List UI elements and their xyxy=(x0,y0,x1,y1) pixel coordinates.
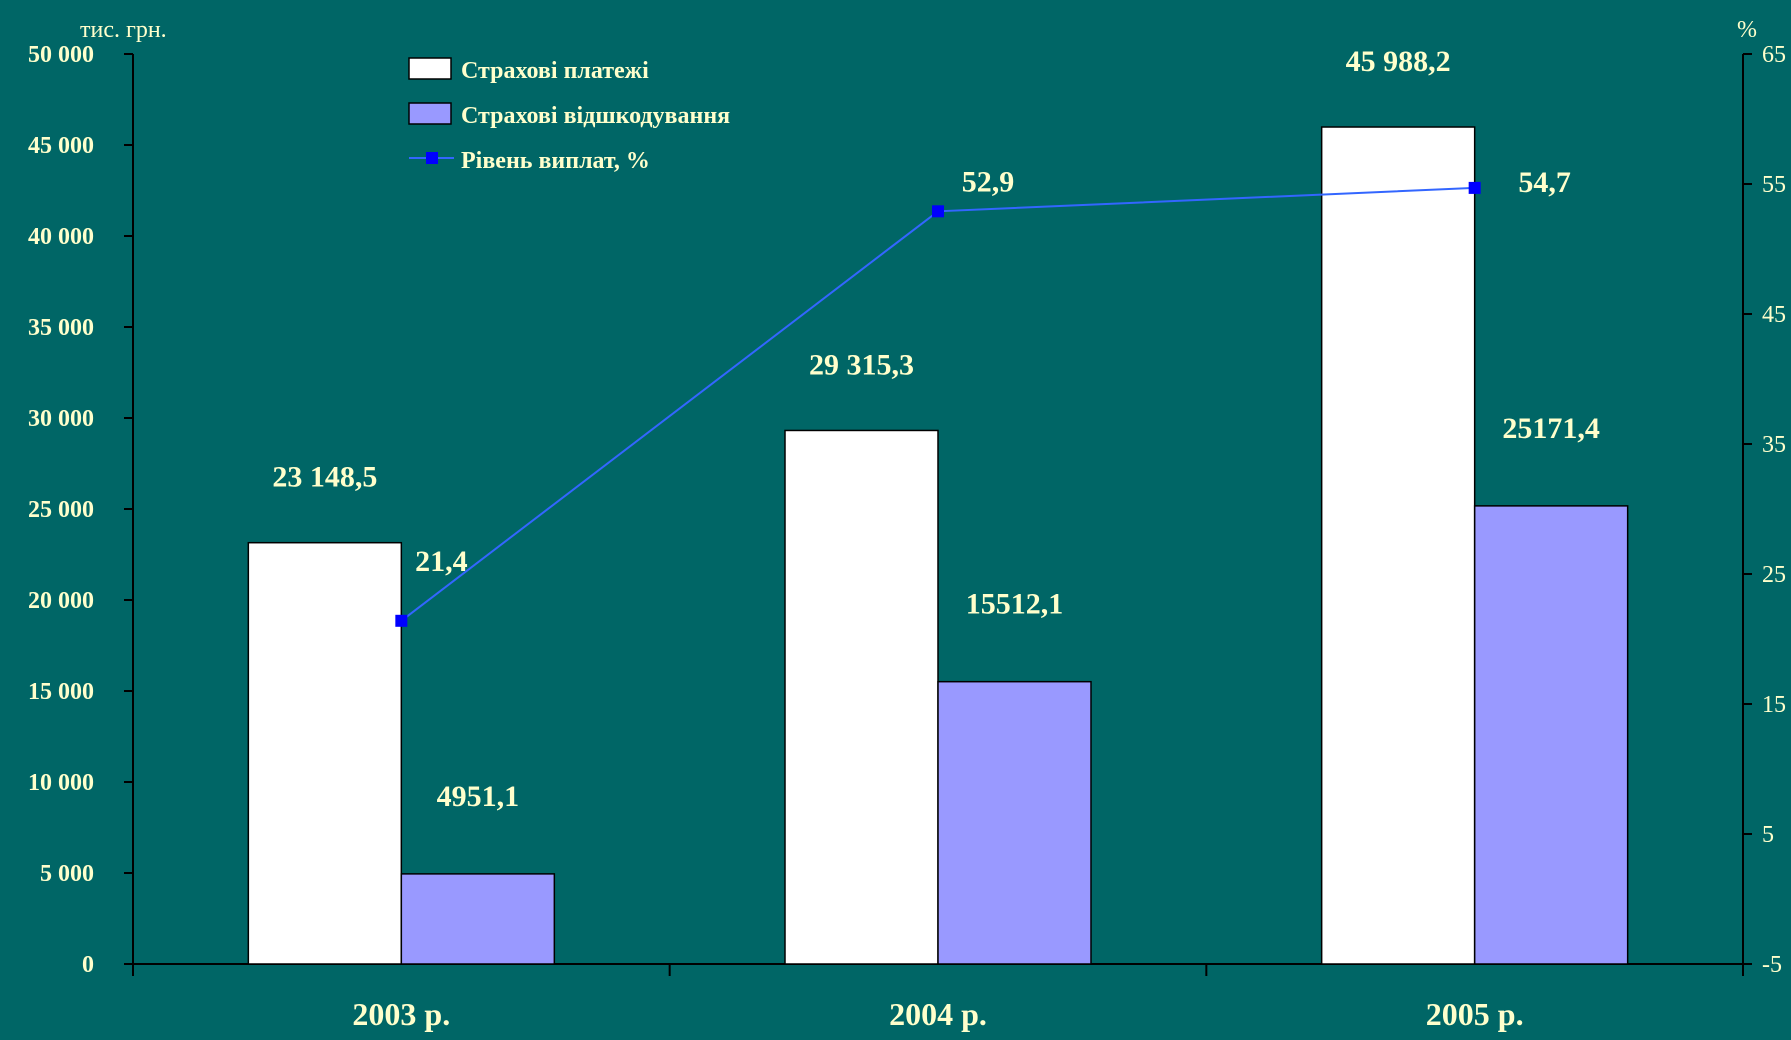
bar-payments xyxy=(784,429,939,965)
left-axis-tick-label: 35 000 xyxy=(28,315,94,341)
left-axis-tick-label: 45 000 xyxy=(28,133,94,159)
bar-data-label: 45 988,2 xyxy=(1346,45,1451,78)
left-axis-tick-label: 50 000 xyxy=(28,42,94,68)
bar-data-label: 4951,1 xyxy=(437,780,520,813)
right-axis-tick-label: 15 xyxy=(1762,692,1786,718)
bar-data-label: 29 315,3 xyxy=(809,348,914,381)
left-axis-tick-label: 15 000 xyxy=(28,679,94,705)
bars-layer xyxy=(247,126,1629,965)
right-axis-tick-label: 25 xyxy=(1762,562,1786,588)
bar-data-label: 15512,1 xyxy=(966,588,1064,621)
right-axis-tick-label: 55 xyxy=(1762,172,1786,198)
labels-layer: 23 148,5 29 315,3 45 988,2 4951,1 15512,1 251… xyxy=(272,45,1600,813)
legend: Страхові платежі Страхові відшкодування Рі… xyxy=(408,57,730,174)
right-axis-tick-label: 35 xyxy=(1762,432,1786,458)
right-axis-tick-label: 65 xyxy=(1762,42,1786,68)
bar-payments xyxy=(247,541,403,965)
axes-layer: тис. грн. % 0 5 000 10 000 15 000 20 000 25 000… xyxy=(28,17,1786,1032)
bar-payments xyxy=(1320,126,1476,965)
x-axis-category-label: 2004 р. xyxy=(889,996,987,1032)
left-axis-tick-label: 5 000 xyxy=(40,861,94,887)
line-data-label: 54,7 xyxy=(1518,166,1571,199)
right-axis-tick-label: 5 xyxy=(1762,822,1774,848)
line-point-marker xyxy=(395,614,408,627)
x-axis-category-label: 2003 р. xyxy=(352,996,450,1032)
left-axis-tick-label: 0 xyxy=(82,952,94,978)
right-axis-tick-label: -5 xyxy=(1762,952,1782,978)
legend-swatch-payments xyxy=(408,57,452,80)
line-layer xyxy=(395,181,1481,627)
left-axis-tick-label: 30 000 xyxy=(28,406,94,432)
left-axis-tick-label: 25 000 xyxy=(28,497,94,523)
bar-claims xyxy=(937,680,1092,965)
legend-label-claims: Страхові відшкодування xyxy=(461,103,730,129)
right-axis-tick-label: 45 xyxy=(1762,302,1786,328)
line-data-label: 52,9 xyxy=(962,165,1015,198)
bar-data-label: 23 148,5 xyxy=(272,461,377,494)
left-axis-unit-label: тис. грн. xyxy=(80,17,167,43)
legend-swatch-marker xyxy=(426,152,438,164)
line-point-marker xyxy=(1468,181,1481,194)
legend-label-line: Рівень виплат, % xyxy=(461,148,650,174)
legend-swatch-claims xyxy=(408,102,452,125)
line-point-marker xyxy=(932,205,944,218)
left-axis-tick-label: 20 000 xyxy=(28,588,94,614)
left-axis-tick-label: 40 000 xyxy=(28,224,94,250)
right-axis-unit-label: % xyxy=(1737,17,1757,43)
bar-claims xyxy=(1473,505,1629,965)
x-axis-category-label: 2005 р. xyxy=(1426,996,1524,1032)
legend-label-payments: Страхові платежі xyxy=(461,58,649,84)
bar-data-label: 25171,4 xyxy=(1502,412,1600,445)
left-axis-tick-label: 10 000 xyxy=(28,770,94,796)
bar-claims xyxy=(400,873,556,965)
line-data-label: 21,4 xyxy=(415,545,468,578)
